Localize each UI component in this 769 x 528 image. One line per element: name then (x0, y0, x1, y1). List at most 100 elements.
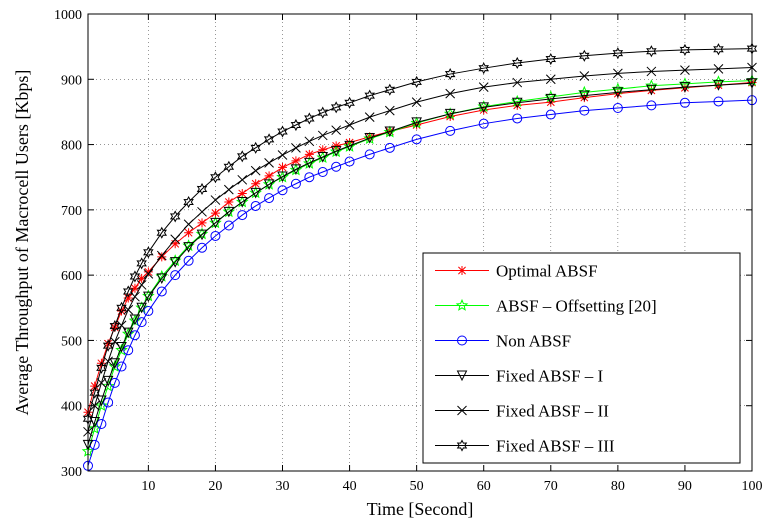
data-point (263, 179, 275, 191)
data-point (545, 109, 556, 120)
data-point (456, 439, 468, 452)
data-point (183, 219, 194, 230)
data-point (102, 375, 114, 387)
data-point (143, 291, 154, 303)
data-point (612, 87, 624, 98)
data-point (143, 267, 153, 277)
data-point (251, 179, 261, 189)
data-point (169, 257, 181, 268)
data-point (646, 45, 657, 58)
legend-label: Fixed ABSF – I (496, 367, 604, 386)
data-point (344, 120, 355, 130)
data-point (645, 79, 658, 92)
data-point (317, 106, 329, 119)
data-point (157, 252, 167, 262)
data-point (170, 270, 181, 281)
x-tick-label: 20 (208, 479, 222, 494)
data-point (364, 112, 375, 123)
data-point (237, 174, 248, 185)
data-point (364, 133, 376, 144)
data-point (317, 151, 329, 163)
data-point (384, 105, 395, 116)
data-point (96, 361, 107, 374)
data-point (546, 97, 556, 107)
data-point (116, 301, 127, 314)
data-point (646, 84, 657, 96)
data-point (579, 105, 590, 116)
y-axis-label: Average Throughput of Macrocell Users [K… (12, 70, 32, 416)
plot-frame (87, 13, 753, 472)
data-point (278, 162, 288, 172)
data-point (478, 118, 489, 129)
series-line (87, 99, 753, 466)
data-point (197, 218, 207, 228)
data-point (103, 397, 114, 408)
x-tick-label: 100 (742, 479, 763, 494)
legend-item: ABSF – Offsetting [20] (435, 297, 657, 316)
data-point (170, 239, 180, 249)
legend-item: Fixed ABSF – III (435, 437, 615, 456)
series-6 (82, 42, 758, 425)
data-point (679, 97, 690, 108)
series-layer (81, 42, 759, 471)
data-point (223, 206, 235, 218)
data-point (263, 133, 275, 146)
series-line (87, 67, 753, 432)
data-point (646, 66, 657, 77)
y-tick-label: 900 (61, 73, 82, 88)
data-point (579, 90, 590, 102)
data-point (210, 171, 221, 184)
data-point (331, 125, 342, 136)
data-point (318, 145, 328, 155)
data-point (143, 246, 154, 259)
legend-item: Non ABSF (435, 332, 571, 351)
data-point (210, 208, 220, 218)
data-point (129, 270, 141, 283)
data-point (197, 242, 208, 253)
data-point (209, 216, 222, 229)
data-point (411, 75, 422, 88)
data-point (317, 130, 328, 141)
data-point (646, 100, 657, 111)
data-point (545, 52, 557, 66)
x-tick-label: 80 (611, 479, 625, 494)
x-axis-label: Time [Second] (367, 499, 474, 519)
data-point (224, 197, 234, 207)
data-point (457, 405, 467, 416)
data-point (223, 160, 235, 173)
data-point (612, 47, 624, 60)
data-point (196, 182, 208, 196)
data-point (512, 77, 523, 88)
data-point (197, 206, 207, 217)
data-point (290, 164, 302, 175)
y-tick-label: 700 (61, 204, 82, 219)
data-point (264, 171, 274, 181)
data-point (250, 187, 261, 199)
data-point (713, 80, 724, 91)
data-point (249, 186, 262, 199)
data-point (136, 280, 147, 290)
data-point (679, 82, 691, 93)
data-point (264, 193, 275, 204)
data-point (250, 200, 261, 211)
data-point (156, 250, 167, 261)
data-point (545, 74, 556, 85)
data-point (290, 178, 301, 189)
data-point (713, 63, 724, 74)
data-point (143, 306, 154, 317)
data-point (276, 170, 289, 183)
data-point (317, 166, 328, 177)
data-point (365, 132, 375, 142)
data-point (304, 172, 315, 183)
data-point (511, 97, 523, 109)
data-point (713, 96, 724, 107)
data-point (277, 185, 288, 196)
data-point (135, 301, 148, 314)
y-tick-label: 600 (61, 269, 82, 284)
data-point (478, 62, 489, 75)
data-point (304, 149, 314, 159)
data-point (222, 205, 236, 218)
data-point (411, 117, 422, 128)
data-point (109, 358, 121, 369)
